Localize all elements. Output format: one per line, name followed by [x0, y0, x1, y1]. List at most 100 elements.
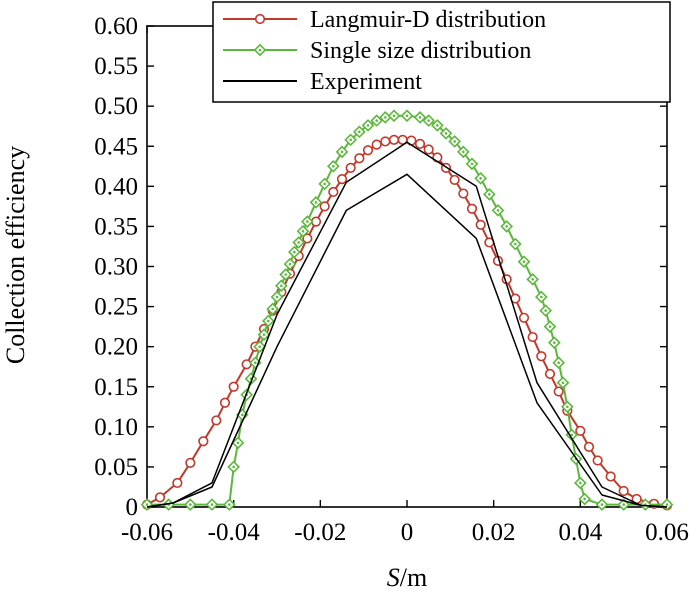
data-point: [198, 436, 209, 447]
x-tick-label: 0.02: [472, 519, 516, 546]
data-point-center: [262, 333, 266, 336]
y-tick-label: 0.55: [94, 53, 138, 80]
series-line: [146, 141, 668, 508]
data-point-center: [349, 138, 352, 142]
data-point-center: [301, 229, 305, 233]
data-point-center: [531, 278, 534, 281]
data-point-center: [488, 193, 491, 196]
y-tick-label: 0.35: [94, 213, 138, 240]
data-point-center: [241, 413, 244, 417]
data-point-center: [280, 284, 283, 288]
data-point-center: [553, 341, 556, 344]
data-point: [553, 386, 564, 397]
data-point-center: [332, 164, 335, 168]
data-point: [354, 153, 365, 164]
data-point-center: [583, 497, 586, 501]
data-point: [362, 145, 374, 156]
x-tick-label: -0.02: [294, 519, 346, 546]
plot-series: [140, 109, 674, 511]
y-axis-label: Collection efficiency: [1, 146, 30, 364]
data-point: [219, 397, 231, 408]
data-point-center: [496, 209, 500, 212]
data-point-center: [189, 503, 192, 506]
data-point: [388, 134, 400, 145]
data-point-center: [514, 242, 517, 246]
legend-entry: Experiment: [223, 69, 422, 95]
data-point-center: [540, 295, 543, 299]
data-point: [371, 139, 382, 150]
series-1: [140, 109, 674, 511]
data-point-center: [293, 250, 296, 254]
data-point: [466, 203, 478, 214]
x-axis-label-symbol: S: [387, 563, 400, 592]
x-tick-label: 0.06: [645, 519, 689, 546]
data-point-center: [405, 114, 409, 118]
data-point: [544, 368, 556, 380]
data-point-center: [323, 182, 326, 186]
data-point-center: [254, 361, 257, 365]
x-tick-label: -0.06: [121, 519, 173, 546]
data-point: [319, 201, 330, 212]
data-point: [527, 331, 538, 343]
y-tick-label: 0.30: [94, 254, 138, 281]
series-0: [141, 134, 673, 511]
data-point-center: [271, 307, 274, 311]
data-point: [475, 219, 486, 230]
axes: 0 0.05 0.10 0.15 0.20 0.25 0.30 0.35 0.40 0.45 0.5…: [94, 13, 689, 546]
data-point: [302, 233, 313, 244]
data-point-center: [340, 150, 344, 154]
data-point: [380, 136, 391, 147]
y-tick-label: 0: [126, 494, 139, 521]
data-point: [211, 415, 222, 426]
data-point-center: [479, 177, 482, 180]
data-point-center: [258, 345, 261, 348]
data-point-center: [566, 405, 569, 409]
data-point-center: [622, 503, 625, 506]
data-point: [432, 152, 443, 163]
data-point: [185, 457, 196, 469]
data-point: [518, 312, 530, 323]
data-point-center: [470, 162, 474, 166]
data-point-center: [418, 116, 422, 119]
data-point-center: [548, 325, 552, 328]
data-point-center: [561, 381, 565, 385]
legend-entry: Langmuir-D distribution: [223, 7, 546, 33]
y-tick-label: 0.15: [94, 374, 138, 401]
y-tick-label: 0.40: [94, 173, 138, 200]
y-tick-label: 0.60: [94, 13, 138, 40]
data-point: [228, 381, 239, 392]
data-point-center: [366, 124, 370, 127]
legend: Langmuir-D distribution Single size distr…: [212, 1, 671, 103]
data-point-center: [358, 130, 361, 134]
data-point-center: [392, 114, 396, 118]
data-point-center: [297, 241, 300, 244]
data-point-center: [544, 309, 547, 312]
x-tick-label: 0: [401, 519, 414, 546]
data-point-center: [306, 220, 309, 223]
data-point-center: [145, 503, 149, 506]
x-tick-label: 0.04: [558, 519, 602, 546]
data-point-center: [375, 119, 378, 122]
data-point: [605, 471, 616, 482]
legend-label: Experiment: [310, 69, 422, 95]
series-3: [146, 173, 668, 508]
data-point-center: [228, 503, 231, 506]
y-tick-label: 0.50: [94, 93, 138, 120]
x-tick-label: -0.04: [208, 519, 261, 546]
data-point: [536, 351, 547, 362]
data-point-center: [236, 441, 240, 445]
data-point-center: [557, 361, 560, 365]
data-point: [575, 425, 586, 436]
x-axis-label: S/m: [387, 563, 427, 592]
y-tick-label: 0.20: [94, 334, 138, 361]
data-point: [449, 174, 460, 186]
y-tick-label: 0.05: [94, 454, 138, 481]
legend-swatch-marker: [254, 13, 266, 25]
data-point: [241, 359, 252, 370]
data-point: [172, 477, 183, 489]
data-point: [592, 455, 603, 466]
data-point-center: [665, 503, 669, 506]
series-line: [146, 173, 668, 508]
data-point-center: [436, 124, 439, 127]
